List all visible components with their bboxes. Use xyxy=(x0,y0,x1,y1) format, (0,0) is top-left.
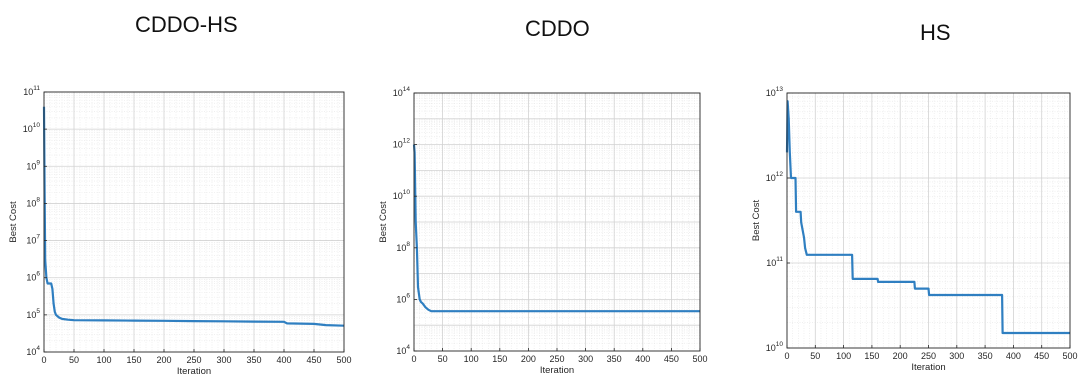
chart-title-cddo: CDDO xyxy=(525,16,590,41)
y-tick-label: 1011 xyxy=(23,85,40,97)
x-tick-label: 50 xyxy=(810,351,820,361)
x-tick-label: 100 xyxy=(464,354,479,364)
chart-cddo: 0 50 100 150 200 250 300 350 400 450 500 104 106 108 1… xyxy=(378,86,708,376)
y-tick-label: 107 xyxy=(26,234,40,246)
y-tick-label: 1011 xyxy=(766,256,783,268)
chart-title-hs: HS xyxy=(920,20,951,45)
y-axis-label: Best Cost xyxy=(8,201,19,243)
x-tick-label: 350 xyxy=(978,351,993,361)
x-tick-label: 450 xyxy=(306,355,321,365)
series-line xyxy=(785,100,1070,335)
y-tick-label: 1013 xyxy=(766,86,784,98)
x-tick-label: 0 xyxy=(41,355,46,365)
y-tick-label: 106 xyxy=(396,292,410,304)
x-tick-label: 500 xyxy=(336,355,351,365)
x-tick-label: 500 xyxy=(1062,351,1077,361)
x-tick-label: 400 xyxy=(1006,351,1021,361)
x-tick-label: 200 xyxy=(521,354,536,364)
x-tick-label: 150 xyxy=(126,355,141,365)
chart-cddo-hs: 0 50 100 150 200 250 300 350 400 450 500 104 105 106 1… xyxy=(8,85,352,377)
x-axis-label: Iteration xyxy=(177,366,211,377)
x-tick-label: 50 xyxy=(438,354,448,364)
y-tick-label: 108 xyxy=(26,196,40,208)
y-tick-label: 106 xyxy=(26,271,40,283)
x-tick-label: 300 xyxy=(949,351,964,361)
x-tick-label: 300 xyxy=(216,355,231,365)
chart-hs: 0 50 100 150 200 250 300 350 400 450 500 1010 1011 10… xyxy=(751,86,1078,373)
x-tick-label: 150 xyxy=(492,354,507,364)
x-tick-label: 400 xyxy=(276,355,291,365)
x-tick-label: 200 xyxy=(893,351,908,361)
chart-title-cddo-hs: CDDO-HS xyxy=(135,12,238,37)
y-tick-label: 109 xyxy=(26,159,40,171)
x-axis-label: Iteration xyxy=(911,362,945,373)
y-tick-label: 1010 xyxy=(393,189,411,201)
x-tick-label: 50 xyxy=(69,355,79,365)
y-tick-label: 108 xyxy=(396,241,410,253)
series-line xyxy=(412,144,700,313)
x-tick-label: 450 xyxy=(664,354,679,364)
x-tick-label: 150 xyxy=(864,351,879,361)
x-tick-label: 200 xyxy=(156,355,171,365)
y-tick-label: 104 xyxy=(26,345,40,357)
x-axis-label: Iteration xyxy=(540,365,574,376)
y-tick-label: 1010 xyxy=(23,122,41,134)
x-tick-label: 450 xyxy=(1034,351,1049,361)
x-tick-label: 350 xyxy=(246,355,261,365)
y-axis-label: Best Cost xyxy=(751,200,762,242)
x-tick-label: 300 xyxy=(578,354,593,364)
y-tick-label: 1012 xyxy=(393,138,411,150)
x-tick-label: 100 xyxy=(836,351,851,361)
x-tick-label: 350 xyxy=(607,354,622,364)
x-tick-label: 500 xyxy=(692,354,707,364)
series-line xyxy=(42,106,345,327)
x-tick-label: 0 xyxy=(411,354,416,364)
x-tick-label: 100 xyxy=(96,355,111,365)
y-tick-label: 104 xyxy=(396,344,410,356)
x-tick-label: 250 xyxy=(921,351,936,361)
y-tick-label: 1010 xyxy=(766,341,784,353)
x-tick-label: 400 xyxy=(635,354,650,364)
x-tick-label: 250 xyxy=(549,354,564,364)
y-tick-label: 1014 xyxy=(393,86,411,98)
y-axis-label: Best Cost xyxy=(378,201,389,243)
x-tick-label: 250 xyxy=(186,355,201,365)
x-tick-label: 0 xyxy=(784,351,789,361)
y-tick-label: 1012 xyxy=(766,171,784,183)
y-tick-label: 105 xyxy=(26,308,40,320)
